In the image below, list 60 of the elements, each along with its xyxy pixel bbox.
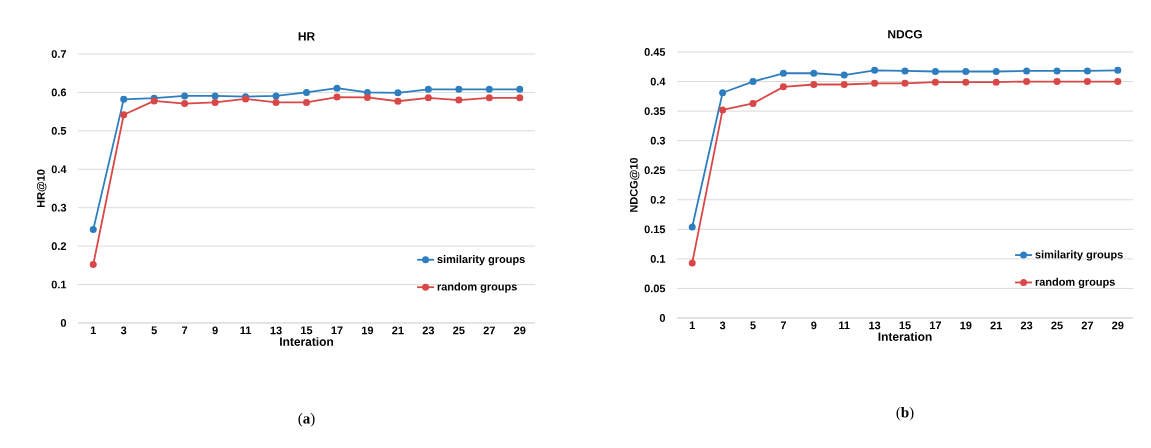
x-tick-label: 13 [869,321,881,330]
y-axis-title: HR@10 [36,169,47,208]
chart-title: NDCG [888,30,922,39]
y-tick-label: 0.4 [650,77,666,86]
x-tick-label: 11 [839,321,850,330]
x-tick-label: 21 [392,326,404,335]
text: (b) [896,406,914,421]
y-axis-title: NDCG@10 [629,157,640,212]
legend-label: similarity groups [1035,250,1123,261]
y-tick-label: 0.1 [51,280,67,289]
x-tick-label: 1 [90,326,96,335]
x-tick-label: 3 [120,326,127,335]
x-tick-label: 11 [240,326,252,335]
x-tick-label: 1 [689,321,695,330]
y-tick-label: 0.25 [644,166,666,175]
chart-title: HR [298,32,315,41]
x-tick-label: 15 [301,326,313,335]
y-tick-label: 0.35 [644,107,666,115]
x-tick-label: 27 [1081,321,1094,330]
x-tick-label: 5 [151,326,157,335]
x-tick-label: 21 [990,321,1002,330]
x-tick-label: 13 [270,326,282,335]
x-axis-title: Interation [878,332,932,341]
x-tick-label: 5 [750,321,756,330]
legend-label: similarity groups [437,255,525,266]
x-tick-label: 23 [1020,321,1033,330]
y-tick-label: 0.15 [644,225,666,234]
x-tick-label: 9 [212,326,218,335]
x-tick-label: 9 [811,321,817,330]
x-tick-label: 19 [960,321,972,330]
x-tick-label: 17 [930,321,942,330]
y-tick-label: 0.3 [51,203,67,212]
x-tick-label: 7 [182,326,188,335]
x-tick-label: 17 [331,326,343,335]
legend-label: random groups [437,282,517,293]
x-tick-label: 23 [422,326,435,335]
y-tick-label: 0.3 [650,136,666,145]
y-tick-label: 0.2 [650,195,666,204]
x-tick-label: 15 [899,321,911,330]
y-tick-label: 0 [60,319,67,327]
x-axis-title: Interation [280,337,333,346]
x-tick-label: 3 [719,321,726,330]
y-tick-label: 0.2 [51,242,67,251]
text: (a) [298,413,315,427]
y-tick-label: 0 [659,314,666,322]
y-tick-label: 0.6 [51,88,67,97]
x-tick-label: 29 [1112,321,1124,330]
y-tick-label: 0.7 [51,50,67,58]
y-tick-label: 0.1 [650,255,666,263]
x-tick-label: 29 [514,326,526,335]
y-tick-label: 0.45 [644,48,666,56]
x-tick-label: 19 [362,326,374,335]
x-tick-label: 7 [780,321,786,330]
legend-label: random groups [1035,277,1115,289]
y-tick-label: 0.4 [51,165,67,174]
x-tick-label: 25 [453,326,465,335]
x-tick-label: 27 [483,326,495,335]
y-tick-label: 0.05 [644,284,666,293]
y-tick-label: 0.5 [51,126,67,135]
x-tick-label: 25 [1051,321,1063,330]
